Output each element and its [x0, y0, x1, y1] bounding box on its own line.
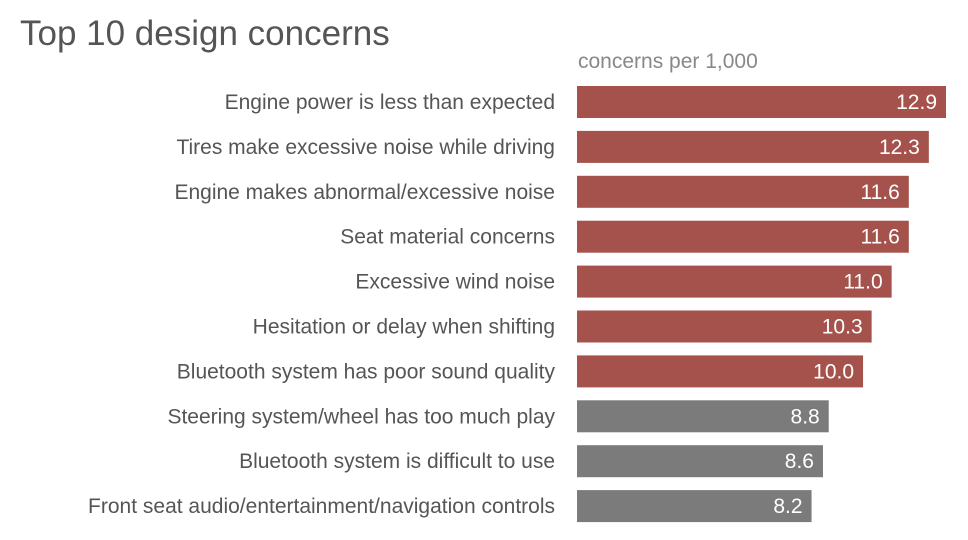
bar — [577, 265, 892, 298]
category-label: Engine makes abnormal/excessive noise — [174, 181, 555, 204]
bar-value-label: 8.6 — [785, 450, 814, 473]
bar-value-label: 11.6 — [860, 181, 899, 204]
category-label: Seat material concerns — [340, 226, 555, 249]
bar — [577, 310, 872, 343]
bar — [577, 175, 909, 208]
bar-value-label: 8.8 — [791, 405, 820, 428]
category-label: Tires make excessive noise while driving — [176, 136, 555, 159]
bar-value-label: 11.6 — [860, 226, 899, 249]
bar-value-label: 8.2 — [773, 495, 802, 518]
category-label: Engine power is less than expected — [225, 91, 555, 114]
bar — [577, 445, 823, 478]
bar-value-label: 10.3 — [822, 316, 863, 339]
bar — [577, 220, 909, 253]
bar-value-label: 11.0 — [843, 271, 882, 294]
units-label: concerns per 1,000 — [578, 50, 758, 73]
category-label: Excessive wind noise — [355, 271, 555, 294]
bar-value-label: 12.9 — [896, 91, 937, 114]
category-label: Bluetooth system has poor sound quality — [177, 360, 556, 383]
bar — [577, 490, 812, 523]
category-label: Steering system/wheel has too much play — [167, 405, 555, 428]
bar-value-label: 12.3 — [879, 136, 920, 159]
chart-title: Top 10 design concerns — [20, 14, 390, 53]
category-label: Hesitation or delay when shifting — [253, 316, 555, 339]
bar-value-label: 10.0 — [813, 360, 854, 383]
bar — [577, 355, 864, 388]
category-label: Front seat audio/entertainment/navigatio… — [88, 495, 555, 518]
bar — [577, 86, 946, 118]
category-label: Bluetooth system is difficult to use — [239, 450, 555, 473]
bar — [577, 400, 829, 433]
bar — [577, 130, 929, 163]
